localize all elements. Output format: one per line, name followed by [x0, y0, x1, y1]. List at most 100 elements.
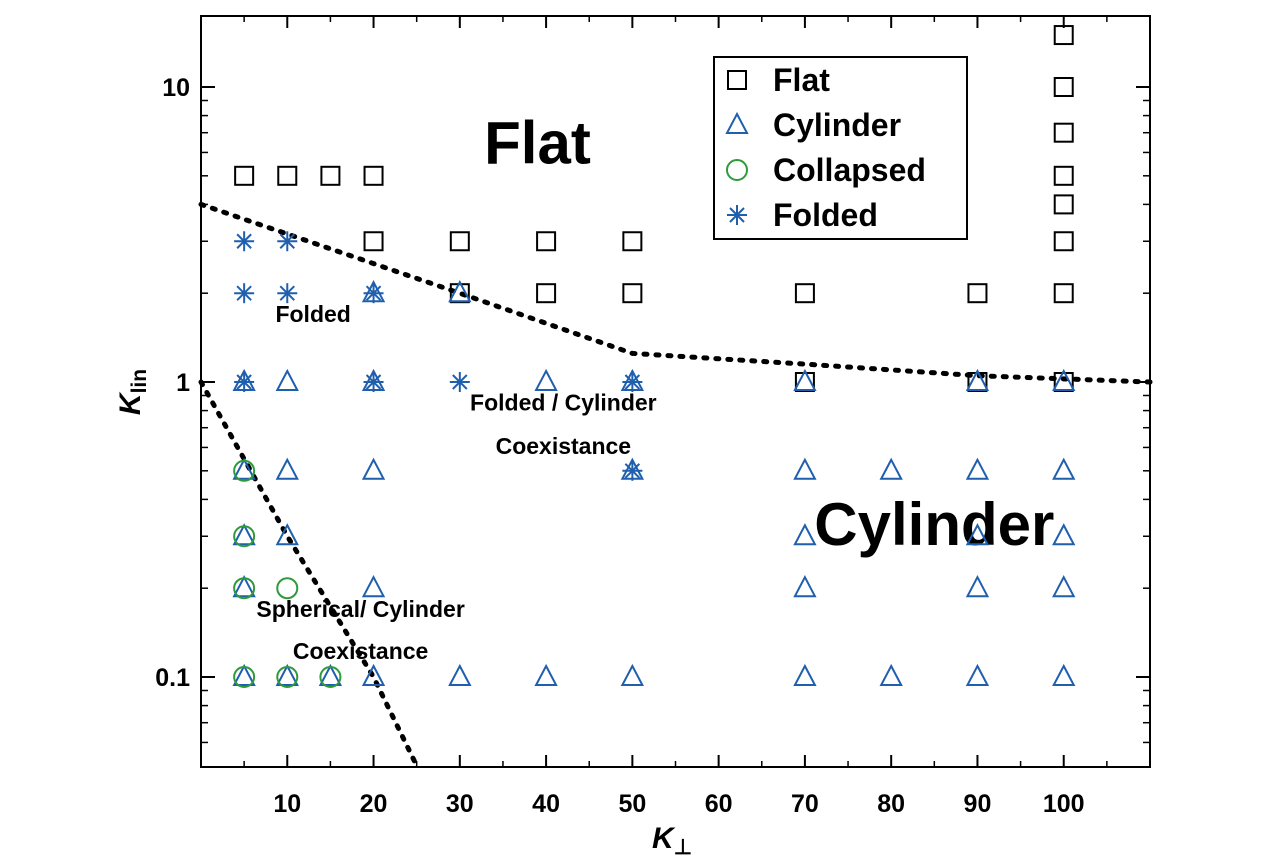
data-point-triangle	[232, 575, 256, 598]
data-point-triangle	[275, 457, 299, 480]
data-point-asterisk	[277, 231, 298, 252]
data-point-triangle	[1052, 575, 1076, 598]
data-point-triangle	[793, 523, 817, 546]
data-point-asterisk	[622, 460, 643, 481]
data-point-triangle	[232, 457, 256, 480]
data-point-square	[1053, 283, 1074, 304]
legend-entries: Flat Cylinder Collapsed Folded	[725, 62, 926, 233]
phase-boundary-line	[198, 201, 1153, 385]
data-point-square	[622, 283, 643, 304]
data-point-square	[1053, 194, 1074, 215]
x-tick-label: 40	[532, 790, 560, 818]
legend-label: Collapsed	[773, 152, 926, 188]
data-point-square	[536, 231, 557, 252]
data-point-square	[449, 231, 470, 252]
region-label: Cylinder	[814, 491, 1054, 558]
data-point-triangle	[534, 368, 558, 391]
data-point-triangle	[275, 523, 299, 546]
legend-label: Cylinder	[773, 107, 901, 143]
data-point-square	[1053, 165, 1074, 186]
data-point-circle	[233, 666, 256, 688]
data-point-triangle	[965, 663, 990, 686]
data-point-square	[1053, 231, 1074, 252]
data-point-square	[622, 231, 643, 252]
data-point-asterisk	[234, 231, 255, 252]
x-tick-label: 60	[705, 790, 733, 818]
data-point-triangle	[793, 663, 817, 686]
x-tick-label: 20	[360, 790, 388, 818]
data-point-asterisk	[363, 283, 384, 304]
y-tick-label: 10	[162, 74, 190, 102]
data-point-asterisk	[277, 283, 298, 304]
data-point-asterisk	[449, 372, 470, 392]
data-point-triangle	[361, 457, 386, 480]
data-point-square	[536, 283, 557, 304]
data-point-asterisk	[622, 372, 643, 392]
y-tick-label: 0.1	[155, 664, 190, 692]
axis-ticks: 10 20 30 40 50 60 70 80 90 100 0.1 1 10	[155, 16, 1150, 818]
data-point-triangle	[620, 663, 645, 686]
data-point-circle	[233, 577, 256, 600]
legend-label: Folded	[773, 197, 878, 233]
region-label: Flat	[484, 110, 591, 177]
x-tick-label: 50	[618, 790, 646, 818]
data-point-square	[363, 231, 384, 252]
data-point-triangle	[448, 280, 472, 303]
region-annotations: Flat Cylinder Folded Folded / Cylinder Coexi…	[256, 110, 1054, 665]
series-cylinder	[232, 280, 1076, 686]
data-point-triangle	[1052, 523, 1076, 546]
y-axis-title: Klin	[114, 369, 151, 415]
x-tick-label: 100	[1043, 790, 1085, 818]
data-point-triangle	[965, 523, 990, 546]
data-point-triangle	[275, 663, 299, 686]
legend-marker-asterisk	[727, 205, 747, 225]
data-point-triangle	[1052, 663, 1076, 686]
data-point-triangle	[793, 368, 817, 391]
data-point-circle	[233, 459, 256, 482]
data-point-asterisk	[234, 283, 255, 304]
data-point-circle	[319, 666, 342, 688]
data-point-square	[363, 165, 384, 186]
data-point-triangle	[1052, 457, 1076, 480]
data-point-triangle	[965, 368, 990, 391]
data-point-triangle	[448, 663, 472, 686]
data-point-circle	[276, 577, 299, 600]
legend: Flat Cylinder Collapsed Folded	[713, 56, 968, 240]
data-point-triangle	[318, 663, 343, 686]
legend-marker-circle	[726, 159, 748, 181]
legend-label: Flat	[773, 62, 830, 98]
phase-boundaries	[198, 201, 1153, 769]
data-point-square	[1053, 77, 1074, 97]
data-point-triangle	[965, 457, 990, 480]
region-label: Coexistance	[496, 433, 632, 459]
data-point-square	[277, 165, 298, 186]
data-point-square	[1053, 25, 1074, 46]
legend-box	[713, 56, 968, 240]
region-label: Folded / Cylinder	[470, 390, 657, 416]
phase-boundary-line	[198, 379, 420, 769]
y-tick-label: 1	[176, 369, 190, 397]
series-folded	[234, 231, 643, 481]
data-point-asterisk	[234, 372, 255, 392]
series-collapsed	[233, 459, 342, 688]
data-point-square	[234, 165, 255, 186]
region-label: Coexistance	[293, 638, 429, 664]
data-point-triangle	[1052, 368, 1076, 391]
data-point-circle	[276, 666, 299, 688]
data-point-asterisk	[363, 372, 384, 392]
region-label: Folded	[275, 301, 350, 327]
x-tick-label: 90	[964, 790, 992, 818]
data-point-square	[320, 165, 341, 186]
data-point-triangle	[275, 368, 299, 391]
region-label: Spherical/ Cylinder	[256, 596, 464, 622]
data-point-square	[967, 283, 988, 304]
x-tick-label: 10	[273, 790, 301, 818]
x-tick-label: 80	[877, 790, 905, 818]
data-markers	[232, 25, 1076, 688]
x-tick-label: 30	[446, 790, 474, 818]
data-point-triangle	[361, 575, 386, 598]
data-point-triangle	[361, 663, 386, 686]
data-point-triangle	[534, 663, 558, 686]
data-point-triangle	[879, 663, 903, 686]
